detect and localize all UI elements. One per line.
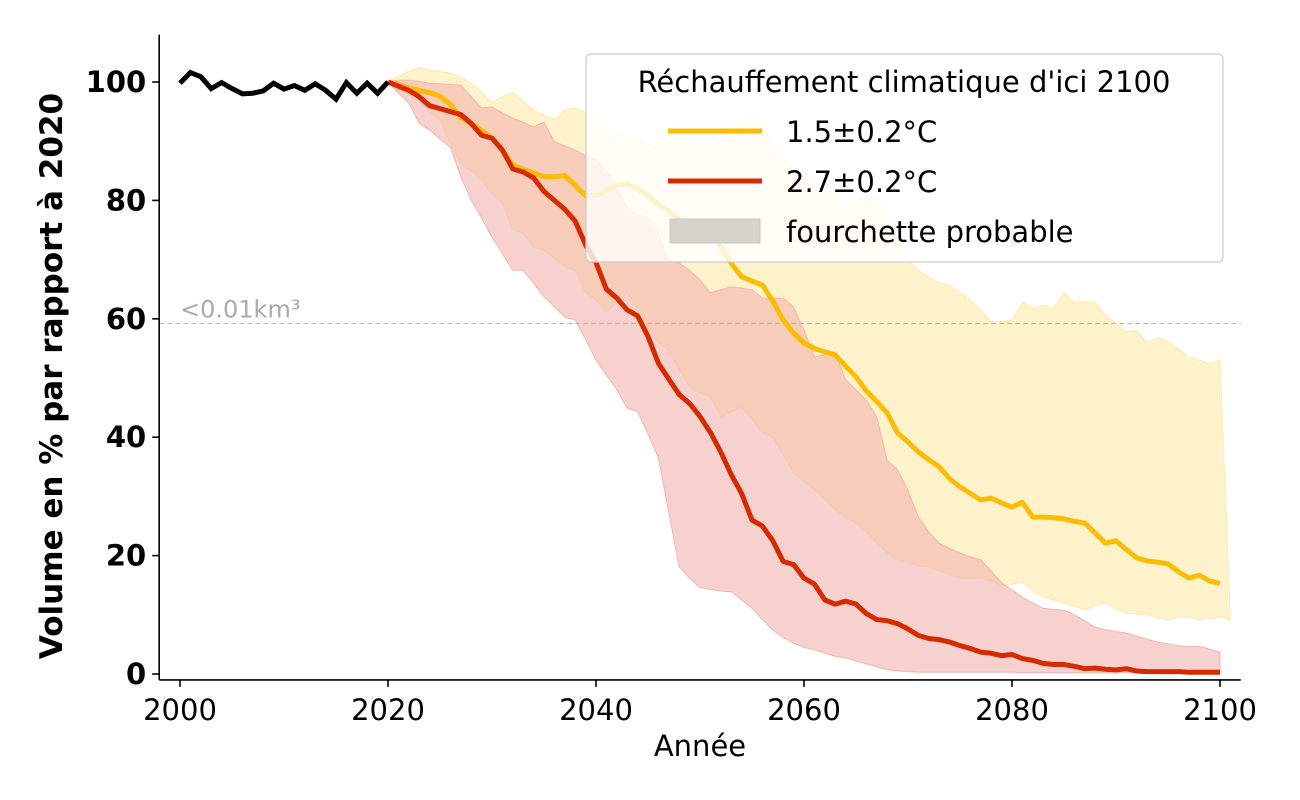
x-axis-label: Année xyxy=(654,729,746,763)
y-tick-label: 20 xyxy=(106,539,146,573)
y-tick-label: 80 xyxy=(106,183,146,217)
x-tick-label: 2040 xyxy=(559,693,633,727)
x-tick-label: 2000 xyxy=(143,693,217,727)
historical-line xyxy=(178,69,390,103)
legend: Réchauffement climatique d'ici 2100 1.5±… xyxy=(585,53,1224,263)
median-line-1-5c xyxy=(387,79,1221,586)
axes xyxy=(158,34,1241,681)
y-tick-label: 40 xyxy=(106,420,146,454)
legend-label-range: fourchette probable xyxy=(786,215,1074,249)
x-tick-label: 2080 xyxy=(975,693,1049,727)
x-tick-label: 2100 xyxy=(1183,693,1257,727)
y-axis-label: Volume en % par rapport à 2020 xyxy=(34,93,70,659)
legend-label-2-7c: 2.7±0.2°C xyxy=(786,165,937,199)
threshold-group: <0.01km³ xyxy=(159,296,1241,325)
legend-box xyxy=(585,53,1224,263)
x-ticks: 2000 2020 2040 2060 2080 2100 xyxy=(143,679,1257,727)
threshold-label: <0.01km³ xyxy=(180,296,300,324)
y-tick-label: 0 xyxy=(126,657,146,691)
legend-label-1-5c: 1.5±0.2°C xyxy=(786,115,937,149)
legend-title: Réchauffement climatique d'ici 2100 xyxy=(638,65,1171,99)
median-line-2-7c xyxy=(387,79,1220,675)
x-tick-label: 2060 xyxy=(767,693,841,727)
legend-swatch-range xyxy=(669,218,761,244)
series-lines xyxy=(178,69,1221,675)
y-ticks: 0 20 40 60 80 100 xyxy=(86,65,160,691)
x-tick-label: 2020 xyxy=(351,693,425,727)
y-tick-label: 60 xyxy=(106,302,146,336)
y-tick-label: 100 xyxy=(86,65,147,99)
